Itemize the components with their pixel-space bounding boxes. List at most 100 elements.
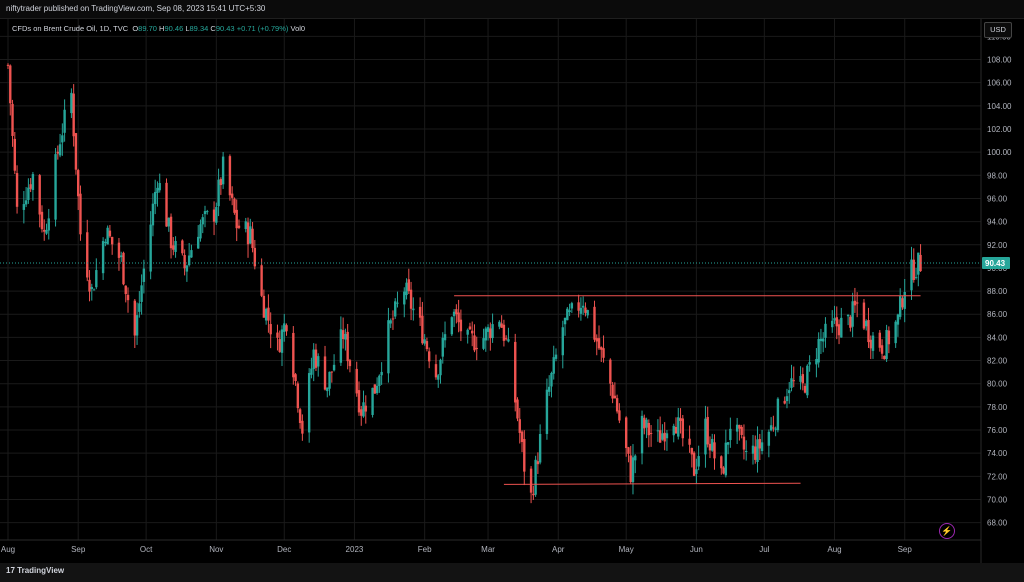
candle-body	[801, 374, 805, 384]
x-tick-label: Apr	[552, 545, 565, 554]
candle-body	[237, 225, 241, 228]
candle-body	[840, 317, 843, 338]
candle-body	[341, 330, 345, 339]
candle-body	[867, 320, 870, 343]
candle-body	[679, 418, 682, 421]
candle-body	[713, 442, 716, 459]
candle-body	[738, 424, 741, 429]
candle-body	[269, 324, 272, 335]
y-tick-label: 98.00	[987, 171, 1008, 180]
candle-body	[529, 468, 533, 493]
candle-body	[314, 349, 318, 368]
candle-body	[13, 138, 16, 171]
candle-body	[815, 358, 818, 365]
candle-body	[883, 355, 886, 360]
candle-body	[726, 442, 730, 445]
candle-body	[389, 320, 392, 324]
candle-body	[742, 436, 746, 450]
candle-body	[514, 341, 517, 403]
candle-body	[439, 359, 442, 376]
candle-body	[871, 335, 875, 351]
candle-body	[427, 351, 431, 362]
candle-body	[498, 321, 501, 327]
candle-body	[550, 373, 553, 387]
currency-button[interactable]: USD	[984, 22, 1012, 38]
candle-body	[706, 416, 709, 445]
candle-body	[745, 451, 748, 453]
candle-body	[72, 93, 75, 137]
candle-body	[212, 209, 216, 222]
candle-body	[471, 330, 474, 334]
candle-body	[264, 308, 268, 321]
candle-body	[903, 291, 906, 309]
candle-body	[631, 457, 635, 483]
candle-body	[774, 428, 777, 430]
candle-body	[831, 320, 834, 328]
candle-body	[301, 420, 304, 434]
candle-body	[545, 389, 549, 434]
candle-body	[760, 442, 764, 452]
candle-body	[661, 433, 664, 440]
candle-body	[584, 307, 587, 313]
candle-body	[307, 373, 311, 433]
candle-body	[566, 308, 569, 321]
candle-body	[153, 191, 157, 205]
tradingview-brand: TradingView	[17, 566, 65, 575]
candle-body	[437, 375, 440, 380]
x-tick-label: Jun	[690, 545, 703, 554]
candle-body	[869, 339, 872, 349]
candle-body	[919, 254, 922, 272]
y-tick-label: 104.00	[987, 102, 1012, 111]
candle-body	[251, 228, 254, 249]
trendline-support[interactable]	[503, 482, 801, 485]
lightning-icon[interactable]: ⚡	[939, 523, 955, 539]
candle-body	[412, 308, 415, 311]
candle-body	[79, 193, 82, 235]
price-chart[interactable]: 110.00108.00106.00104.00102.00100.0098.0…	[0, 0, 1024, 563]
candle-body	[595, 338, 598, 342]
candle-body	[348, 360, 352, 367]
candle-body	[912, 259, 915, 280]
candle-body	[466, 329, 469, 335]
candle-body	[344, 333, 347, 340]
candle-body	[450, 317, 454, 335]
candle-body	[169, 216, 173, 249]
y-tick-label: 78.00	[987, 403, 1008, 412]
candle-body	[887, 330, 891, 345]
candle-body	[898, 296, 902, 317]
candle-body	[396, 302, 399, 304]
candle-body	[217, 179, 220, 207]
symbol-name[interactable]: CFDs on Brent Crude Oil, 1D, TVC	[12, 24, 129, 33]
candle-body	[27, 187, 30, 200]
y-tick-label: 70.00	[987, 495, 1008, 504]
close-value: 90.43	[215, 24, 235, 33]
candle-body	[230, 193, 234, 198]
candle-body	[187, 255, 191, 266]
candle-body	[278, 339, 281, 352]
candle-body	[729, 428, 732, 441]
tradingview-logo[interactable]: 17 TradingView	[6, 566, 64, 575]
candle-body	[199, 224, 202, 239]
candle-body	[407, 279, 411, 292]
candle-body	[914, 277, 918, 279]
candle-body	[357, 390, 361, 413]
candle-body	[235, 209, 238, 229]
candle-body	[149, 224, 152, 272]
candle-body	[24, 200, 28, 205]
candle-body	[758, 439, 761, 449]
candle-body	[507, 339, 510, 342]
candle-body	[355, 368, 358, 394]
candle-body	[378, 375, 381, 387]
candle-body	[405, 282, 408, 296]
candle-body	[151, 203, 155, 226]
candle-body	[47, 218, 50, 231]
candle-body	[658, 430, 662, 443]
candle-body	[418, 306, 422, 318]
candle-body	[554, 354, 558, 359]
candle-body	[803, 385, 807, 393]
candle-body	[276, 332, 279, 338]
candle-body	[174, 240, 177, 252]
candle-body	[95, 270, 98, 288]
candle-body	[769, 425, 773, 431]
candle-body	[92, 289, 96, 291]
